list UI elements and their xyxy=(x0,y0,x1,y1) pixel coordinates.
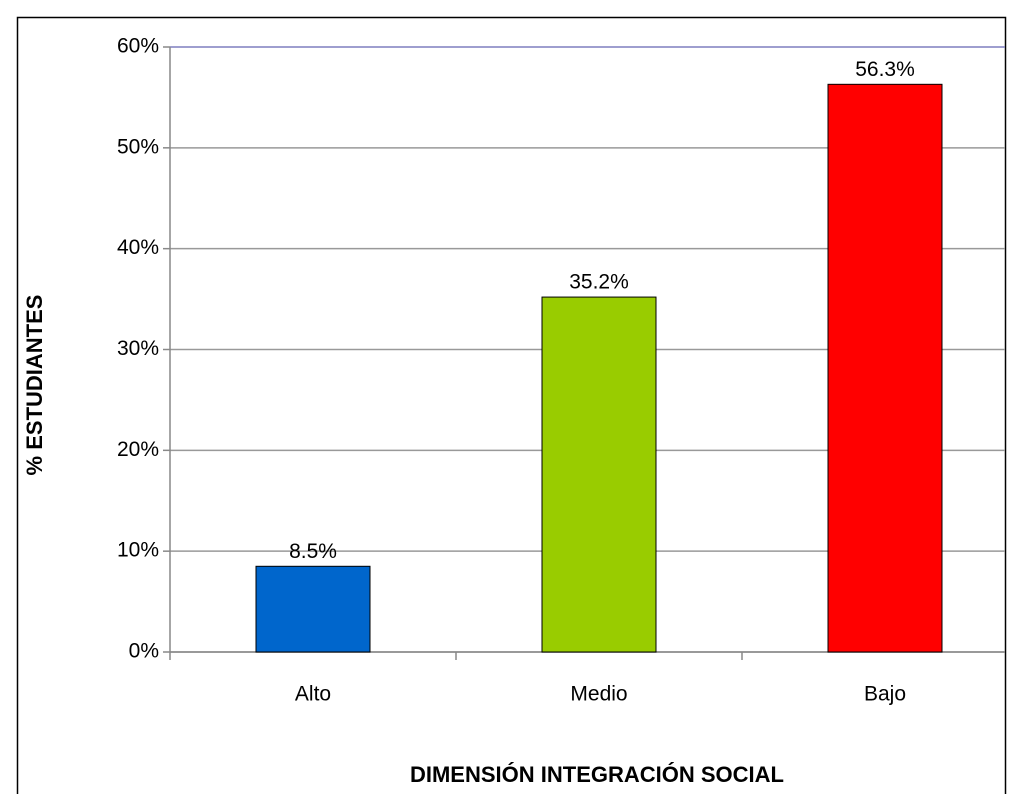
bar xyxy=(827,83,943,653)
bar xyxy=(541,296,657,653)
x-axis-title: DIMENSIÓN INTEGRACIÓN SOCIAL xyxy=(410,762,784,787)
y-tick-label: 40% xyxy=(117,236,159,259)
y-tick-label: 60% xyxy=(117,35,159,58)
y-tick-label: 30% xyxy=(117,337,159,360)
bar xyxy=(255,565,371,653)
y-tick-label: 10% xyxy=(117,539,159,562)
x-tick-label: Alto xyxy=(295,683,331,706)
y-tick-label: 50% xyxy=(117,135,159,158)
y-axis-title: % ESTUDIANTES xyxy=(22,295,47,476)
y-tick-label: 20% xyxy=(117,438,159,461)
x-tick-label: Medio xyxy=(570,683,627,706)
x-tick-label: Bajo xyxy=(864,683,906,706)
data-label: 35.2% xyxy=(569,271,629,294)
y-tick-label: 0% xyxy=(129,640,159,663)
data-label: 8.5% xyxy=(289,540,337,563)
data-label: 56.3% xyxy=(855,58,915,81)
chart-frame xyxy=(16,16,1007,794)
